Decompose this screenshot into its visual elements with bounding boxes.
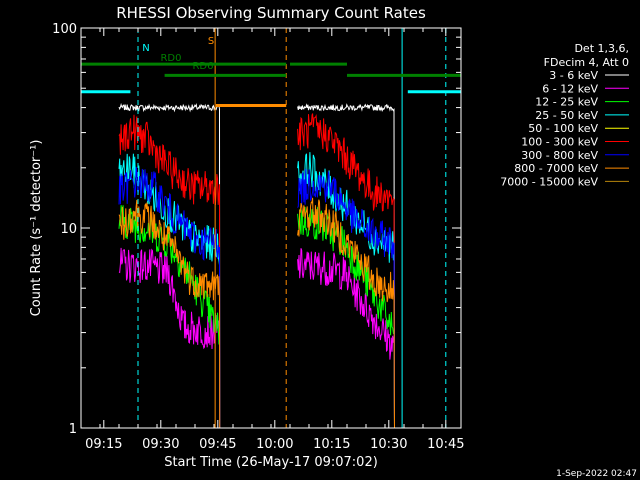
x-tick-label-4: 10:15 xyxy=(313,437,350,452)
series-line-1-segment-0 xyxy=(118,247,221,429)
legend-label-0: 3 - 6 keV xyxy=(549,69,598,82)
flag-label-rd6: RD6 xyxy=(192,61,213,72)
series-line-1-segment-1 xyxy=(297,248,395,429)
series-line-7-segment-1 xyxy=(297,197,395,429)
legend-label-7: 800 - 7000 keV xyxy=(514,162,598,175)
series-line-0-segment-1 xyxy=(297,103,395,429)
legend-label-3: 25 - 50 keV xyxy=(535,109,598,122)
legend-label-6: 300 - 800 keV xyxy=(521,149,598,162)
chart-title: RHESSI Observing Summary Count Rates xyxy=(116,4,426,22)
legend-label-4: 50 - 100 keV xyxy=(528,122,598,135)
series-line-3-segment-1 xyxy=(297,152,395,429)
y-tick-label-2: 100 xyxy=(52,22,77,37)
x-tick-label-2: 09:45 xyxy=(199,437,236,452)
x-axis-label: Start Time (26-May-17 09:07:02) xyxy=(164,455,378,470)
series-line-5-segment-1 xyxy=(297,113,395,429)
timestamp: 1-Sep-2022 02:47 xyxy=(556,469,637,479)
legend-label-8: 7000 - 15000 keV xyxy=(500,175,598,188)
y-tick-label-0: 1 xyxy=(69,422,77,437)
axis-layer: 09:15 09:30 09:45 10:00 10:15 10:30 10:45 1 10 10… xyxy=(52,22,464,452)
y-axis-label: Count Rate (s⁻¹ detector⁻¹) xyxy=(29,140,44,317)
x-tick-label-3: 10:00 xyxy=(256,437,293,452)
flag-label-s: S xyxy=(208,36,214,47)
series-line-5-segment-0 xyxy=(118,114,221,429)
series-line-7-segment-0 xyxy=(118,199,221,429)
y-tick-label-1: 10 xyxy=(60,222,77,237)
series-line-0-segment-0 xyxy=(118,102,221,429)
legend-label-1: 6 - 12 keV xyxy=(542,82,598,95)
annotation-layer: N S RD0 RD6 xyxy=(80,28,461,428)
series-line-6-segment-1 xyxy=(297,168,395,429)
legend-label-5: 100 - 300 keV xyxy=(521,136,598,149)
legend-header-line-1: Det 1,3,6, xyxy=(574,42,629,55)
x-tick-label-5: 10:30 xyxy=(370,437,407,452)
legend-label-2: 12 - 25 keV xyxy=(535,96,598,109)
x-tick-label-1: 09:30 xyxy=(142,437,179,452)
flag-label-rd0: RD0 xyxy=(160,53,181,64)
data-layer xyxy=(118,102,395,429)
series-line-6-segment-0 xyxy=(118,166,221,429)
flag-label-n: N xyxy=(142,43,149,54)
x-tick-label-6: 10:45 xyxy=(427,437,464,452)
x-tick-label-0: 09:15 xyxy=(85,437,122,452)
legend-header-line-2: FDecim 4, Att 0 xyxy=(544,56,629,69)
